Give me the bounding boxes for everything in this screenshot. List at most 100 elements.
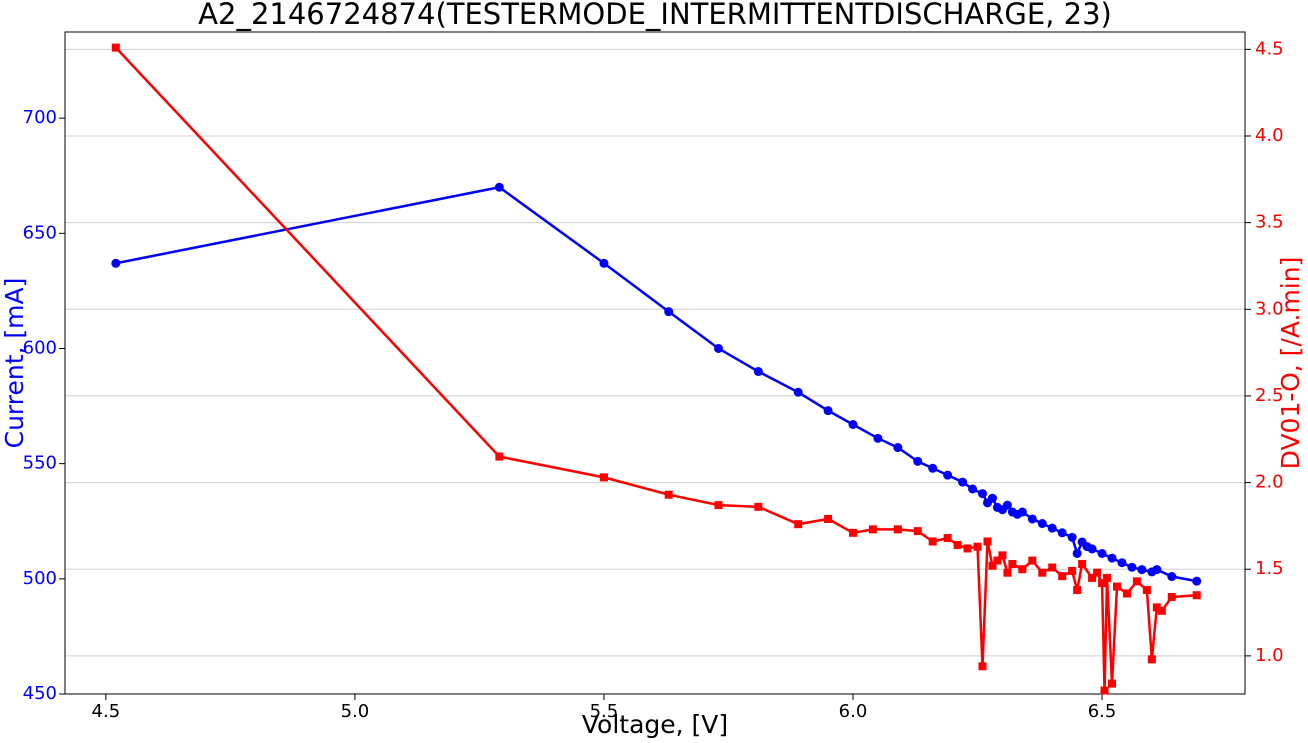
point — [1037, 519, 1047, 529]
point — [793, 387, 803, 397]
point — [1192, 576, 1202, 586]
y2-tick-label: 3.0 — [1255, 298, 1284, 319]
y-tick-label: 600 — [23, 337, 57, 358]
y2-tick-label: 3.5 — [1255, 212, 1284, 233]
point — [1093, 568, 1102, 577]
point — [1117, 558, 1127, 568]
point — [988, 561, 997, 570]
point — [913, 456, 923, 466]
x-axis-label: Voltage, [V] — [582, 710, 728, 739]
point — [1167, 592, 1176, 601]
point — [953, 540, 962, 549]
point — [973, 542, 982, 551]
x-tick-label: 6.0 — [839, 701, 868, 722]
point — [1057, 528, 1067, 538]
point — [943, 470, 953, 480]
chart-title: A2_2146724874(TESTERMODE_INTERMITTENTDIS… — [198, 0, 1112, 31]
point — [714, 501, 723, 510]
point — [1098, 579, 1107, 588]
point — [111, 258, 121, 268]
point — [794, 520, 803, 529]
point — [1147, 655, 1156, 664]
point — [1192, 591, 1201, 600]
point — [1088, 573, 1097, 582]
point — [664, 490, 673, 499]
point — [1072, 548, 1082, 558]
point — [928, 537, 937, 546]
x-tick-label: 5.0 — [341, 701, 370, 722]
y2-tick-label: 1.0 — [1255, 645, 1284, 666]
plot-frame — [64, 31, 1246, 695]
x-tick-label: 6.5 — [1088, 701, 1117, 722]
y2-tick-label: 2.5 — [1255, 385, 1284, 406]
point — [1100, 686, 1109, 695]
y2-tick-label: 2.0 — [1255, 472, 1284, 493]
point — [1167, 572, 1177, 582]
point — [1027, 514, 1037, 524]
point — [1068, 566, 1077, 575]
point — [978, 662, 987, 671]
point — [1038, 568, 1047, 577]
point — [848, 528, 857, 537]
point — [968, 484, 978, 494]
point — [1078, 560, 1087, 569]
point — [1067, 532, 1077, 542]
point — [1028, 556, 1037, 565]
point — [1108, 679, 1117, 688]
point — [1018, 565, 1027, 574]
x-tick-label: 4.5 — [92, 701, 121, 722]
point — [873, 433, 883, 443]
point — [998, 551, 1007, 560]
point — [1087, 544, 1097, 554]
point — [599, 258, 609, 268]
point — [893, 525, 902, 534]
point — [753, 367, 763, 377]
point — [983, 537, 992, 546]
point — [943, 534, 952, 543]
y-tick-label: 500 — [23, 568, 57, 589]
point — [978, 489, 988, 499]
point — [1142, 586, 1151, 595]
point — [1073, 586, 1082, 595]
point — [599, 473, 608, 482]
point — [1017, 507, 1027, 517]
point — [1122, 589, 1131, 598]
point — [1097, 548, 1107, 558]
point — [1003, 568, 1012, 577]
point — [1058, 572, 1067, 581]
point — [1112, 582, 1121, 591]
point — [1137, 565, 1147, 575]
y2-tick-label: 4.5 — [1255, 38, 1284, 59]
point — [1107, 553, 1117, 563]
point — [928, 463, 938, 473]
point — [1152, 565, 1162, 575]
point — [1002, 500, 1012, 510]
point — [987, 493, 997, 503]
y-tick-label: 650 — [23, 222, 57, 243]
point — [495, 452, 504, 461]
point — [754, 502, 763, 511]
point — [1127, 562, 1137, 572]
point — [1157, 606, 1166, 615]
point — [1048, 563, 1057, 572]
y2-axis-label: DV01-O, [/A.min] — [1276, 257, 1305, 470]
point — [714, 343, 724, 353]
point — [824, 514, 833, 523]
point — [848, 420, 858, 430]
y-axis-label: Current, [mA] — [0, 278, 29, 449]
x-tick-label: 5.5 — [590, 701, 619, 722]
y-tick-label: 550 — [23, 453, 57, 474]
point — [993, 556, 1002, 565]
point — [1132, 577, 1141, 586]
point — [1047, 523, 1057, 533]
point — [868, 525, 877, 534]
point — [963, 544, 972, 553]
point — [893, 443, 903, 453]
point — [111, 43, 120, 52]
point — [913, 527, 922, 536]
y2-tick-label: 1.5 — [1255, 558, 1284, 579]
y-tick-label: 450 — [23, 683, 57, 704]
y2-tick-label: 4.0 — [1255, 125, 1284, 146]
point — [664, 307, 674, 317]
